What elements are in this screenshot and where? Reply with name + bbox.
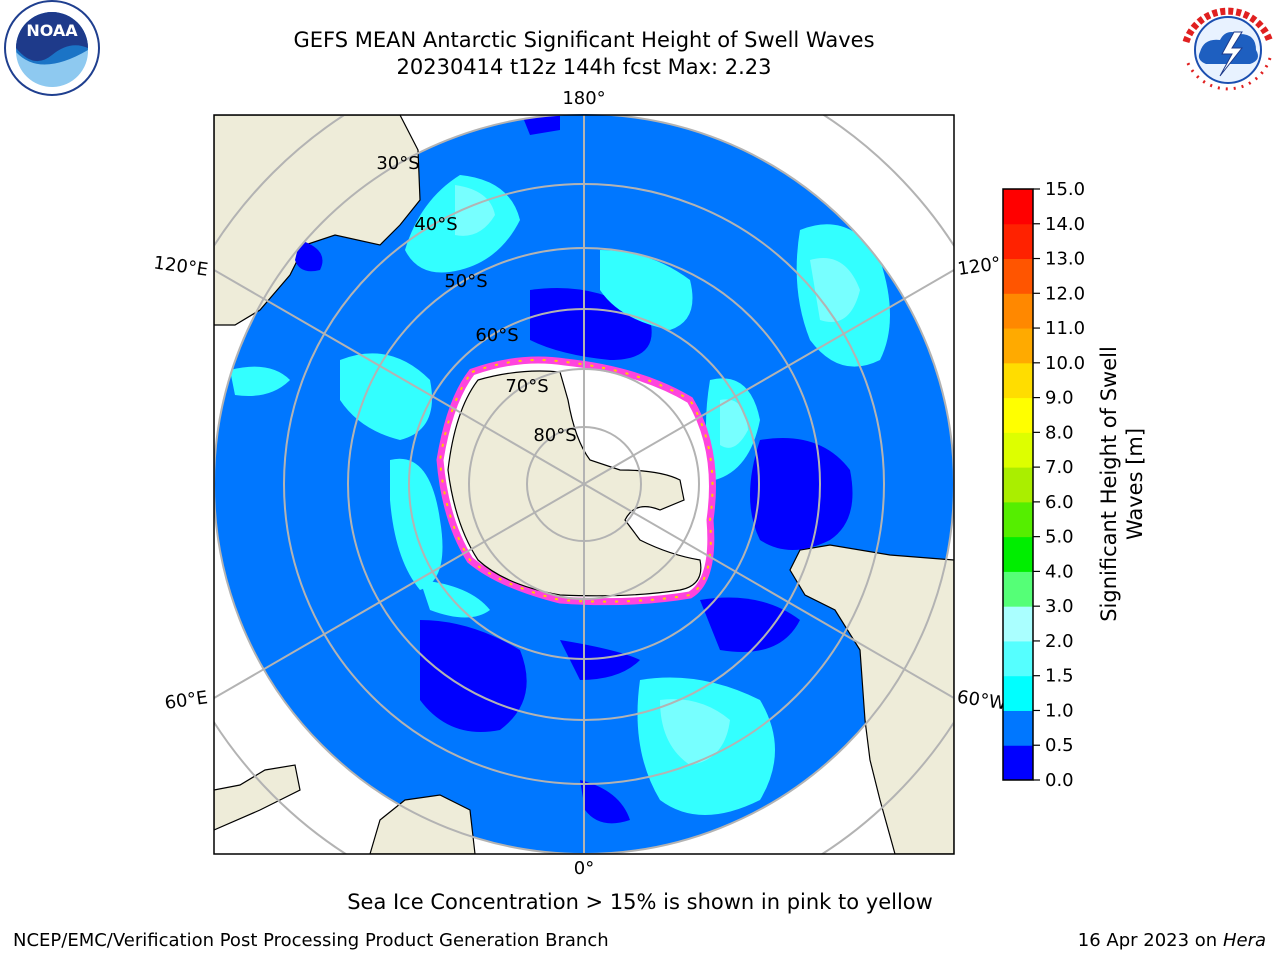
lon-label-0: 0° [574, 858, 594, 879]
colorbar-frame [1002, 188, 1034, 781]
colorbar-swatch [1003, 467, 1033, 503]
colorbar-tick-label: 0.0 [1045, 770, 1074, 791]
lat-label-60s: 60°S [475, 325, 518, 346]
footer-machine: Hera [1222, 930, 1266, 951]
colorbar-swatch [1003, 362, 1033, 399]
antarctica-landmass [447, 370, 702, 597]
chart-title: GEFS MEAN Antarctic Significant Height o… [293, 28, 875, 52]
colorbar-tick-label: 10.0 [1045, 353, 1085, 374]
noaa-wordmark: NOAA [26, 21, 78, 40]
colorbar-label-line2: Waves [m] [1123, 428, 1147, 540]
colorbar-tick-label: 1.5 [1045, 666, 1074, 687]
lat-label-80s: 80°S [533, 425, 576, 446]
colorbar-tick-label: 12.0 [1045, 283, 1085, 304]
colorbar-swatch [1003, 258, 1033, 294]
colorbar-swatch [1003, 606, 1033, 642]
colorbar-tick-label: 5.0 [1045, 527, 1074, 548]
colorbar-label-line1: Significant Height of Swell [1097, 346, 1121, 622]
colorbar-swatch [1003, 223, 1033, 260]
colorbar-swatch [1003, 189, 1033, 225]
noaa-logo: NOAA [4, 0, 100, 96]
lat-label-50s: 50°S [444, 271, 487, 292]
lat-label-70s: 70°S [505, 376, 548, 397]
colorbar-tick-label: 2.0 [1045, 631, 1074, 652]
graticule [214, 115, 954, 854]
colorbar-ticks: 0.0 0.5 1.0 1.5 2.0 3.0 4.0 5.0 6.0 7.0 8.0 9.0 10.0… [1033, 179, 1085, 791]
colorbar-swatch [1003, 710, 1033, 746]
colorbar-swatch [1003, 536, 1033, 572]
footer-date-machine: 16 Apr 2023 on Hera [1078, 930, 1266, 951]
africa-landmass [214, 764, 301, 831]
lon-label-180: 180° [562, 88, 605, 109]
lat-label-30s: 30°S [376, 153, 419, 174]
colorbar-tick-label: 1.0 [1045, 700, 1074, 721]
colorbar-tick-label: 8.0 [1045, 422, 1074, 443]
colorbar-tick-label: 0.5 [1045, 735, 1074, 756]
colorbar-swatch [1003, 328, 1033, 364]
footer-date: 16 Apr 2023 on [1077, 930, 1223, 951]
colorbar-swatches [1003, 189, 1033, 781]
colorbar-swatch [1003, 571, 1033, 607]
colorbar-tick-label: 13.0 [1045, 249, 1085, 270]
colorbar-swatch [1003, 397, 1033, 433]
colorbar-tick-label: 11.0 [1045, 318, 1085, 339]
colorbar-tick-label: 4.0 [1045, 561, 1074, 582]
map-frame [213, 114, 955, 855]
colorbar-swatch [1003, 745, 1033, 781]
colorbar-tick-label: 6.0 [1045, 492, 1074, 513]
colorbar-tick-label: 7.0 [1045, 457, 1074, 478]
chart-subtitle: 20230414 t12z 144h fcst Max: 2.23 [396, 55, 772, 79]
colorbar-swatch [1003, 432, 1033, 468]
colorbar-tick-label: 9.0 [1045, 388, 1074, 409]
footer-credit: NCEP/EMC/Verification Post Processing Pr… [13, 930, 609, 951]
colorbar-tick-label: 15.0 [1045, 179, 1085, 200]
colorbar-swatch [1003, 675, 1033, 711]
sea-ice-caption: Sea Ice Concentration > 15% is shown in … [347, 890, 933, 914]
colorbar-swatch [1003, 501, 1033, 538]
nws-logo [1182, 4, 1274, 96]
colorbar-swatch [1003, 293, 1033, 329]
lat-label-40s: 40°S [414, 214, 457, 235]
colorbar-tick-label: 14.0 [1045, 214, 1085, 235]
colorbar-swatch [1003, 640, 1033, 677]
colorbar-tick-label: 3.0 [1045, 596, 1074, 617]
